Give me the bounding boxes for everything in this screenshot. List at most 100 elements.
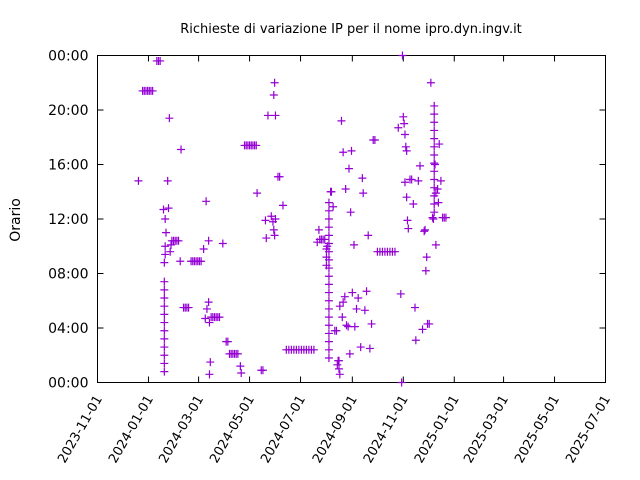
data-point (409, 200, 418, 209)
data-point (430, 150, 439, 159)
data-point (160, 351, 169, 360)
data-point (404, 224, 413, 233)
data-point (163, 176, 172, 185)
data-point (160, 294, 169, 303)
x-tick-label: 2025-05-01 (512, 393, 563, 466)
y-tick-labels: 00:00 04:00 08:00 12:00 16:00 20:00 00:00 (48, 49, 88, 392)
x-tick-label: 2025-03-01 (461, 393, 512, 466)
data-point (430, 159, 439, 168)
data-point (431, 189, 440, 198)
data-point (426, 78, 435, 87)
data-point (324, 231, 333, 240)
data-point (324, 337, 333, 346)
data-point (348, 288, 357, 297)
data-point (416, 161, 425, 170)
data-point (358, 174, 367, 183)
data-point (199, 244, 208, 253)
data-point (267, 212, 276, 221)
data-point (205, 318, 214, 327)
data-point (166, 247, 175, 256)
y-tick-label: 00:00 (48, 376, 88, 392)
data-point (411, 303, 419, 312)
data-point (215, 313, 224, 322)
data-point (396, 289, 405, 298)
data-point (314, 225, 323, 234)
data-point (324, 272, 333, 281)
data-point (160, 277, 169, 286)
x-tick-label: 2024-03-01 (156, 393, 207, 466)
data-point (435, 140, 444, 149)
data-point (431, 160, 440, 169)
data-point (197, 257, 206, 266)
data-point (364, 231, 373, 240)
data-point (335, 302, 344, 311)
data-point (344, 164, 353, 173)
data-point (184, 303, 193, 312)
data-point (324, 345, 333, 354)
data-point (252, 141, 261, 150)
data-point (430, 134, 439, 143)
data-point (269, 91, 278, 100)
y-tick-label: 00:00 (48, 49, 88, 65)
data-point (159, 205, 168, 214)
data-point (390, 247, 399, 256)
data-point (278, 201, 287, 210)
data-point (263, 111, 272, 120)
data-point (350, 240, 359, 249)
data-point (176, 257, 185, 266)
data-point (324, 215, 333, 223)
data-point (403, 216, 412, 225)
data-point (398, 51, 407, 60)
data-point (161, 250, 170, 259)
data-point (420, 227, 429, 236)
data-point (344, 322, 353, 331)
data-point (327, 187, 336, 196)
data-point (156, 56, 165, 65)
data-point (339, 148, 348, 157)
data-point (400, 119, 409, 128)
data-point (422, 253, 431, 262)
data-point (421, 266, 430, 275)
data-point (160, 334, 169, 343)
x-tick-label: 2024-01-01 (106, 393, 157, 466)
data-point (324, 198, 333, 207)
data-point (204, 236, 213, 245)
data-point (394, 123, 403, 132)
x-tick-label: 2023-11-01 (55, 393, 106, 466)
data-point (201, 314, 210, 323)
data-point (237, 368, 246, 377)
data-point (347, 146, 356, 155)
x-tick-label: 2024-11-01 (361, 393, 412, 466)
data-point (430, 110, 439, 119)
data-point (362, 287, 371, 296)
data-point (324, 329, 333, 338)
data-point (400, 178, 409, 187)
data-point (262, 234, 271, 243)
data-point (338, 313, 347, 322)
data-point (233, 349, 242, 358)
data-point (206, 358, 215, 367)
data-point (160, 258, 169, 267)
data-point (148, 86, 157, 95)
data-point (354, 294, 363, 303)
data-point (258, 366, 267, 375)
x-tick-label: 2024-05-01 (207, 393, 258, 466)
data-point (370, 135, 379, 144)
data-point (324, 313, 333, 322)
y-tick-label: 20:00 (48, 103, 88, 119)
data-point (400, 130, 409, 139)
data-point (177, 145, 186, 154)
data-point (205, 370, 214, 379)
data-point (356, 343, 365, 352)
data-point (350, 322, 359, 331)
data-point (430, 183, 439, 192)
data-point (223, 337, 232, 346)
chart-title: Richieste di variazione IP per il nome i… (180, 22, 522, 37)
data-point (324, 280, 333, 289)
y-tick-label: 08:00 (48, 267, 88, 283)
data-point (342, 321, 351, 330)
data-point (341, 185, 350, 194)
y-tick-label: 16:00 (48, 158, 88, 174)
data-point (334, 356, 343, 365)
data-point (359, 189, 368, 198)
